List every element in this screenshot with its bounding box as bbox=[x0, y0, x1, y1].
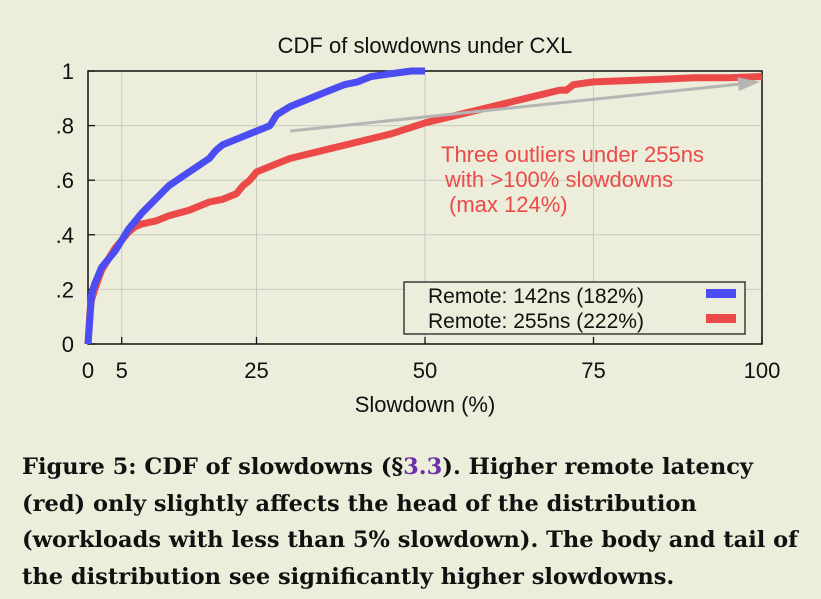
annotation: Three outliers under 255ns with >100% sl… bbox=[290, 77, 760, 217]
annotation-line-1: Three outliers under 255ns bbox=[441, 142, 704, 167]
y-tick-label: .2 bbox=[56, 277, 74, 302]
x-tick-label: 25 bbox=[244, 358, 268, 383]
legend-label-142ns: Remote: 142ns (182%) bbox=[428, 285, 644, 308]
x-tick-label: 50 bbox=[413, 358, 437, 383]
series-line-142ns bbox=[84, 67, 425, 345]
legend-swatch-255ns bbox=[706, 314, 736, 323]
y-tick-label: .8 bbox=[56, 114, 74, 139]
x-tick-label: 75 bbox=[581, 358, 605, 383]
section-ref-link[interactable]: 3.3 bbox=[403, 454, 443, 480]
chart-title: CDF of slowdowns under CXL bbox=[278, 33, 573, 58]
annotation-line-2: with >100% slowdowns bbox=[444, 167, 673, 192]
x-tick-label: 5 bbox=[116, 358, 128, 383]
caption-body: ). Higher remote latency (red) only slig… bbox=[22, 454, 798, 590]
legend-box bbox=[403, 281, 746, 335]
y-tick-label: .6 bbox=[56, 168, 74, 193]
x-tick-label: 0 bbox=[82, 358, 94, 383]
y-tick-label: 0 bbox=[62, 332, 74, 357]
figure-caption: Figure 5: CDF of slowdowns (§3.3). Highe… bbox=[22, 449, 812, 595]
annotation-arrowhead bbox=[737, 77, 760, 92]
legend-swatch-142ns bbox=[706, 289, 736, 298]
annotation-arrow bbox=[290, 82, 739, 133]
y-tick-label: .4 bbox=[56, 223, 74, 248]
legend: Remote: 142ns (182%) Remote: 255ns (222%… bbox=[403, 281, 746, 335]
legend-label-255ns: Remote: 255ns (222%) bbox=[428, 310, 644, 333]
series-lines bbox=[84, 67, 763, 345]
x-tick-label: 100 bbox=[744, 358, 781, 383]
caption-prefix: Figure 5: CDF of slowdowns (§ bbox=[22, 454, 404, 480]
x-axis-label: Slowdown (%) bbox=[355, 392, 496, 417]
annotation-line-3: (max 124%) bbox=[449, 192, 568, 217]
y-tick-label: 1 bbox=[62, 59, 74, 84]
